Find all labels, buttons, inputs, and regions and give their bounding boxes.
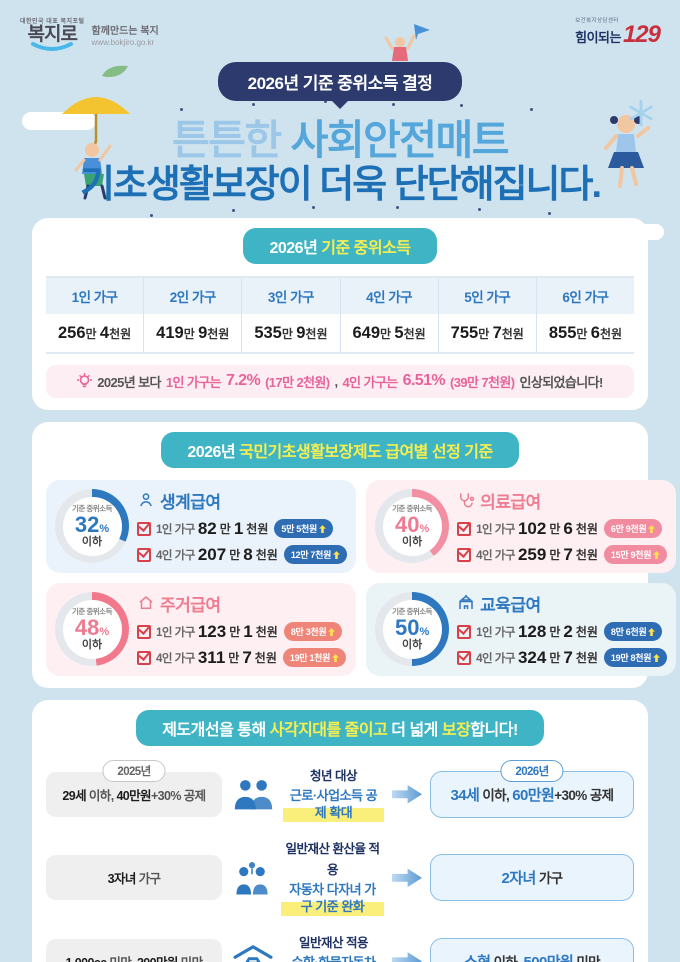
check-icon xyxy=(457,624,472,639)
umbrella-boy-decoration xyxy=(62,97,130,200)
right-arrow-icon xyxy=(392,868,422,888)
increase-badge: 15만 9천원 xyxy=(603,545,668,565)
main-title-line2: 기초생활보장이 더욱 단단해집니다. xyxy=(79,164,602,207)
after-box: 2026년 34세 이하, 60만원+30% 공제 xyxy=(430,759,634,818)
year-label-2026: 2026년 xyxy=(500,759,564,782)
car-icon xyxy=(230,944,276,962)
benefit-name: 주거급여 xyxy=(160,595,221,615)
income-table: 1인 가구 256만 4천원 2인 가구 419만 9천원 3인 가구 535만… xyxy=(46,275,635,354)
smile-swoosh-icon xyxy=(31,42,74,51)
percent-gauge: 기준 중위소득 32% 이하 xyxy=(55,489,129,564)
before-box: 3자녀 가구 xyxy=(46,855,222,901)
table-column: 5인 가구 755만 7천원 xyxy=(437,277,536,352)
improvement-row-children: 3자녀 가구 일반재산 환산율 적용 자동차 다자녀 가구 기준 완화 2자녀 … xyxy=(46,838,634,918)
increase-arrow-icon xyxy=(653,654,661,662)
snowflake-decoration xyxy=(629,100,653,126)
income-table-panel: 2026년 기준 중위소득 1인 가구 256만 4천원 2인 가구 419만 … xyxy=(32,217,648,410)
after-box: 소형 이하, 500만원 미만 xyxy=(430,937,634,962)
check-icon xyxy=(457,547,472,562)
table-column: 6인 가구 855만 6천원 xyxy=(535,277,635,352)
increase-arrow-icon xyxy=(648,525,656,533)
after-box: 2자녀 가구 xyxy=(430,854,634,902)
right-arrow-icon xyxy=(392,952,422,962)
top-badge: 2026년 기준 중위소득 결정 xyxy=(217,62,463,101)
cloud-decoration xyxy=(22,112,96,130)
increase-badge: 8만 3천원 xyxy=(283,622,343,642)
increase-arrow-icon xyxy=(332,654,340,662)
main-title-line1: 튼튼한 사회안전매트 xyxy=(172,117,509,163)
income-table-header: 2026년 기준 중위소득 xyxy=(243,227,437,264)
bokjiro-wordmark: 복지로 xyxy=(27,24,78,45)
children-icon xyxy=(230,861,274,895)
help-129-prefix: 힘이되는 xyxy=(575,30,621,45)
stethoscope-icon xyxy=(460,493,475,508)
benefit-criteria-panel: 2026년 국민기초생활보장제도 급여별 선정 기준 기준 중위소득 32% 이… xyxy=(32,421,677,688)
help-129-logo: 보건복지상담센터 힘이되는 129 xyxy=(575,16,661,48)
jumping-girl-decoration xyxy=(604,115,650,188)
before-box: 1,000cc 미만, 200만원 미만 xyxy=(46,938,222,962)
benefit-name: 의료급여 xyxy=(480,492,541,512)
percent-gauge: 기준 중위소득 40% 이하 xyxy=(375,489,450,564)
increase-badge: 5만 5천원 xyxy=(274,519,333,539)
improvements-header: 제도개선을 통해 사각지대를 줄이고 더 넓게 보장합니다! xyxy=(136,709,544,746)
benefit-name: 생계급여 xyxy=(160,492,221,512)
bokjiro-tagline: 대한민국 대표 복지포털 xyxy=(20,19,85,25)
increase-arrow-icon xyxy=(648,628,656,636)
top-bar: 대한민국 대표 복지포털 복지로 함께만드는 복지 www.bokjiro.go… xyxy=(0,0,680,52)
improvements-panel: 제도개선을 통해 사각지대를 줄이고 더 넓게 보장합니다! 2025년 29세… xyxy=(32,699,648,962)
increase-arrow-icon xyxy=(328,628,336,636)
check-icon xyxy=(457,521,472,536)
year-label-2025: 2025년 xyxy=(102,759,166,782)
increase-badge: 19만 1천원 xyxy=(282,648,347,668)
improvement-row-vehicle: 1,000cc 미만, 200만원 미만 일반재산 적용 승합·화물자동차 기준… xyxy=(46,932,634,962)
improvement-row-youth: 2025년 29세 이하, 40만원+30% 공제 청년 대상 근로·사업소득 … xyxy=(46,759,634,824)
bokjiro-subtitle: 함께만드는 복지 xyxy=(91,25,159,37)
increase-badge: 19만 8천원 xyxy=(603,648,668,668)
school-icon xyxy=(459,595,473,610)
increase-arrow-icon xyxy=(333,551,341,559)
paper-plane-figure-decoration xyxy=(384,24,430,61)
check-icon xyxy=(137,624,151,639)
people-icon xyxy=(230,778,276,810)
table-column: 2인 가구 419만 9천원 xyxy=(143,277,242,352)
benefit-card-housing: 기준 중위소득 48% 이하 주거급여 1인 가구 123 만 1 천원 8만 3천… xyxy=(46,582,357,676)
increase-badge: 6만 9천원 xyxy=(603,519,663,539)
benefit-card-medical: 기준 중위소득 40% 이하 의료급여 1인 가구 102 만 6 천원 6만 9천… xyxy=(366,479,677,573)
benefit-card-livelihood: 기준 중위소득 32% 이하 생계급여 1인 가구 82 만 1 천원 5만 5천원… xyxy=(46,479,357,573)
check-icon xyxy=(457,650,472,665)
leaf-decoration xyxy=(102,65,128,78)
lightbulb-icon xyxy=(77,373,93,388)
house-icon xyxy=(139,596,153,610)
increase-badge: 12만 7천원 xyxy=(283,545,348,565)
help-129-number: 129 xyxy=(622,21,661,48)
right-arrow-icon xyxy=(392,785,422,804)
before-box: 2025년 29세 이하, 40만원+30% 공제 xyxy=(46,759,222,817)
increase-arrow-icon xyxy=(653,551,661,559)
table-column: 1인 가구 256만 4천원 xyxy=(46,277,144,352)
person-icon xyxy=(140,493,152,507)
bokjiro-url: www.bokjiro.go.kr xyxy=(91,38,155,47)
bokjiro-logo: 대한민국 대표 복지포털 복지로 함께만드는 복지 www.bokjiro.go… xyxy=(20,16,159,52)
increase-arrow-icon xyxy=(318,525,326,533)
benefit-name: 교육급여 xyxy=(480,595,541,615)
check-icon xyxy=(137,547,151,562)
benefit-card-education: 기준 중위소득 50% 이하 교육급여 1인 가구 128 만 2 천원 8만 6천… xyxy=(366,582,677,676)
increase-badge: 8만 6천원 xyxy=(603,622,663,642)
table-column: 4인 가구 649만 5천원 xyxy=(339,277,438,352)
help-129-tagline: 보건복지상담센터 xyxy=(575,18,619,24)
check-icon xyxy=(137,521,151,536)
percent-gauge: 기준 중위소득 48% 이하 xyxy=(55,592,129,667)
table-column: 3인 가구 535만 9천원 xyxy=(241,277,340,352)
benefit-criteria-header: 2026년 국민기초생활보장제도 급여별 선정 기준 xyxy=(161,431,519,468)
percent-gauge: 기준 중위소득 50% 이하 xyxy=(375,592,450,667)
check-icon xyxy=(137,650,151,665)
increase-note: 2025년 보다 1인 가구는 7.2% (17만 2천원), 4인 가구는 6… xyxy=(46,364,634,398)
